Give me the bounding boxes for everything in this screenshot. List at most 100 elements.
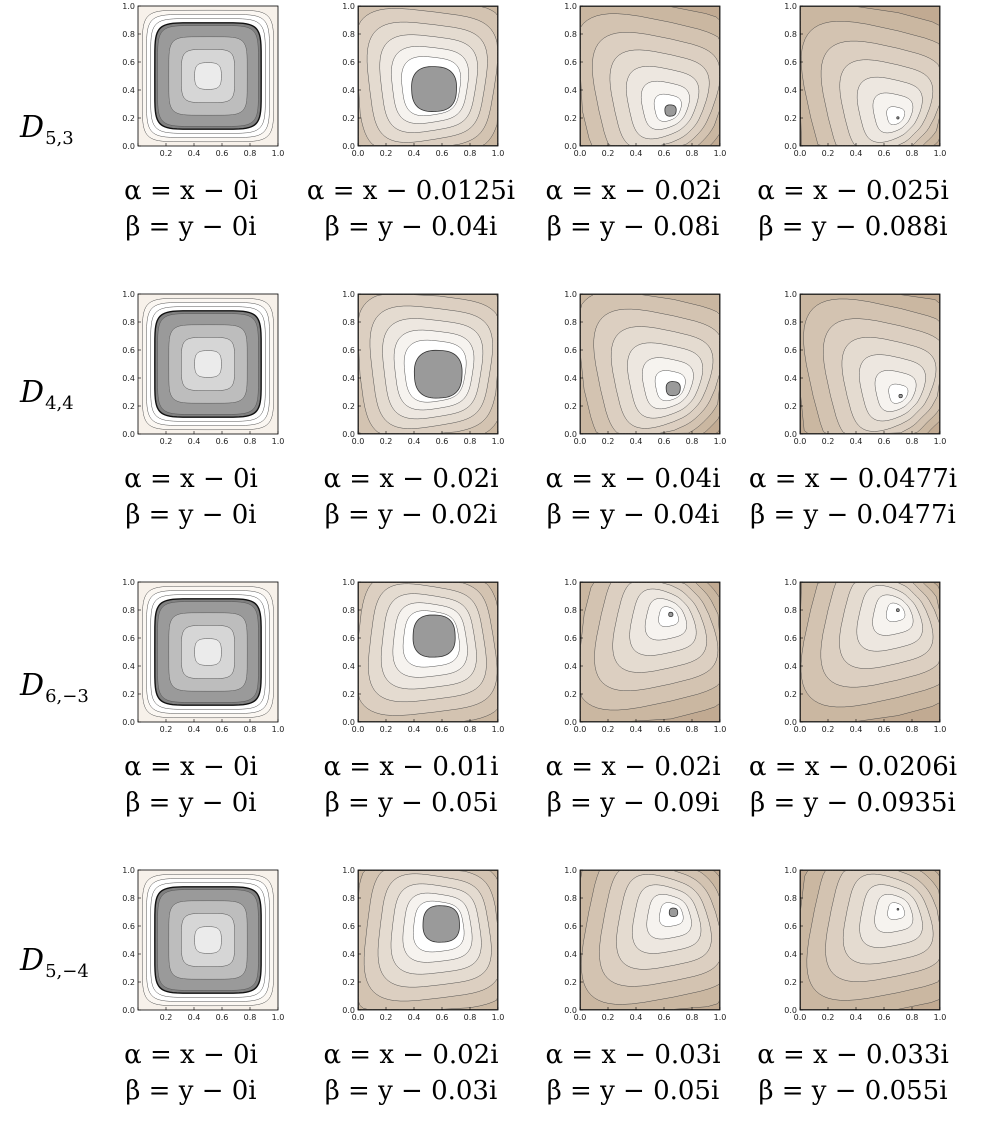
y-tick-label: 0.0 bbox=[564, 1006, 577, 1015]
y-tick-label: 0.4 bbox=[564, 374, 577, 383]
x-tick-label: 0.8 bbox=[464, 149, 477, 158]
row-label-base: D bbox=[20, 375, 44, 410]
contour-plot: 0.0 0.0 0.2 0.2 0.4 0.4 0.6 0.6 0.8 0.8 1.0 1.0 bbox=[330, 576, 510, 736]
contour-level bbox=[195, 351, 222, 378]
x-tick-label: 1.0 bbox=[714, 437, 727, 446]
y-tick-label: 0.2 bbox=[342, 114, 355, 123]
contour-panel: 0.0 0.0 0.2 0.2 0.4 0.4 0.6 0.6 0.8 0.8 1.0 1.0 α = … bbox=[552, 864, 774, 1144]
x-tick-label: 1.0 bbox=[934, 149, 947, 158]
y-tick-label: 0.2 bbox=[122, 114, 135, 123]
x-tick-label: 0.4 bbox=[188, 1013, 201, 1022]
contour-core bbox=[412, 67, 457, 112]
x-tick-label: 0.8 bbox=[906, 437, 919, 446]
contour-panel: 0.0 0.0 0.2 0.2 0.4 0.4 0.6 0.6 0.8 0.8 1.0 1.0 α = … bbox=[330, 288, 552, 568]
contour-panel: 0.0 0.2 0.2 0.4 0.4 0.6 0.6 0.8 0.8 1.0 1.0 α = x −… bbox=[110, 864, 332, 1144]
x-tick-label: 0.6 bbox=[658, 1013, 671, 1022]
y-tick-label: 0.8 bbox=[342, 30, 355, 39]
contour-plot-svg: 0.00.0 0.2 0.2 0.4 0.4 0.6 0.6 0.8 0.8 1.0 1.0 bbox=[772, 288, 952, 450]
x-tick-label: 0.8 bbox=[244, 149, 257, 158]
x-tick-label: 0.8 bbox=[686, 725, 699, 734]
contour-core bbox=[669, 612, 673, 616]
y-tick-label: 0.8 bbox=[122, 318, 135, 327]
x-tick-label: 0.8 bbox=[686, 149, 699, 158]
x-tick-label: 0.4 bbox=[408, 437, 421, 446]
beta-caption: β = y − 0.03i bbox=[300, 1076, 522, 1106]
y-tick-label: 1.0 bbox=[122, 2, 135, 11]
y-tick-label: 0.0 bbox=[342, 718, 355, 727]
y-tick-label: 0.2 bbox=[342, 978, 355, 987]
beta-caption: β = y − 0.04i bbox=[300, 212, 522, 242]
alpha-caption: α = x − 0.025i bbox=[742, 176, 964, 206]
contour-panel: 0.0 0.0 0.2 0.2 0.4 0.4 0.6 0.6 0.8 0.8 1.0 1.0 α = … bbox=[330, 864, 552, 1144]
contour-plot-svg: 0.00.0 0.2 0.2 0.4 0.4 0.6 0.6 0.8 0.8 1.0 1.0 bbox=[772, 864, 952, 1026]
y-tick-label: 1.0 bbox=[564, 290, 577, 299]
y-tick-label: 0.4 bbox=[342, 950, 355, 959]
alpha-caption: α = x − 0.033i bbox=[742, 1040, 964, 1070]
y-tick-label: 0.2 bbox=[122, 978, 135, 987]
row-label-base: D bbox=[20, 668, 44, 703]
x-tick-label: 0.2 bbox=[822, 725, 835, 734]
x-tick-label: 0.2 bbox=[380, 725, 393, 734]
y-tick-label: 0.8 bbox=[342, 894, 355, 903]
row-label: D5,−4 bbox=[20, 943, 110, 982]
y-tick-label: 0.2 bbox=[784, 402, 797, 411]
row-label-subscript: 5,3 bbox=[45, 128, 74, 149]
x-tick-label: 1.0 bbox=[492, 725, 505, 734]
y-tick-label: 0.4 bbox=[342, 86, 355, 95]
y-tick-label: 1.0 bbox=[342, 290, 355, 299]
y-tick-label: 1.0 bbox=[342, 866, 355, 875]
x-tick-label: 1.0 bbox=[934, 1013, 947, 1022]
alpha-caption: α = x − 0.01i bbox=[300, 752, 522, 782]
y-tick-label: 0.0 bbox=[784, 142, 797, 151]
contour-plot-svg: 0.0 0.2 0.2 0.4 0.4 0.6 0.6 0.8 0.8 1.0 1.0 bbox=[110, 0, 290, 162]
x-tick-label: 0.4 bbox=[188, 437, 201, 446]
contour-panel: 0.0 0.2 0.2 0.4 0.4 0.6 0.6 0.8 0.8 1.0 1.0 α = x −… bbox=[110, 576, 332, 856]
y-tick-label: 0.4 bbox=[564, 86, 577, 95]
y-tick-label: 1.0 bbox=[784, 866, 797, 875]
x-tick-label: 0.8 bbox=[464, 725, 477, 734]
alpha-caption: α = x − 0i bbox=[80, 1040, 302, 1070]
x-tick-label: 0.6 bbox=[216, 437, 229, 446]
beta-caption: β = y − 0.02i bbox=[300, 500, 522, 530]
x-tick-label: 0.2 bbox=[822, 149, 835, 158]
x-tick-label: 0.6 bbox=[436, 149, 449, 158]
beta-caption: β = y − 0.088i bbox=[742, 212, 964, 242]
contour-plot-svg: 0.0 0.2 0.2 0.4 0.4 0.6 0.6 0.8 0.8 1.0 1.0 bbox=[110, 864, 290, 1026]
row-label-base: D bbox=[20, 110, 44, 145]
contour-core bbox=[414, 350, 462, 398]
contour-plot: 0.0 0.0 0.2 0.2 0.4 0.4 0.6 0.6 0.8 0.8 1.0 1.0 bbox=[772, 288, 952, 448]
x-tick-label: 0.4 bbox=[630, 725, 643, 734]
row-label-subscript: 5,−4 bbox=[45, 961, 89, 982]
x-tick-label: 1.0 bbox=[272, 437, 285, 446]
x-tick-label: 0.8 bbox=[464, 1013, 477, 1022]
contour-panel: 0.0 0.0 0.2 0.2 0.4 0.4 0.6 0.6 0.8 0.8 1.0 1.0 α = … bbox=[772, 576, 982, 856]
contour-core bbox=[423, 906, 460, 943]
y-tick-label: 0.6 bbox=[342, 922, 355, 931]
x-tick-label: 0.2 bbox=[602, 1013, 615, 1022]
x-tick-label: 0.6 bbox=[436, 437, 449, 446]
beta-caption: β = y − 0.09i bbox=[522, 788, 744, 818]
y-tick-label: 0.0 bbox=[564, 718, 577, 727]
figure-row: D6,−3 0.0 0.2 0.2 0.4 0.4 0.6 0.6 0.8 0.8 1.0 1.0 α … bbox=[0, 576, 982, 856]
y-tick-label: 0.6 bbox=[564, 634, 577, 643]
contour-panel: 0.0 0.0 0.2 0.2 0.4 0.4 0.6 0.6 0.8 0.8 1.0 1.0 α = … bbox=[552, 288, 774, 568]
x-tick-label: 0.4 bbox=[188, 725, 201, 734]
x-tick-label: 0.2 bbox=[160, 149, 173, 158]
y-tick-label: 0.8 bbox=[784, 30, 797, 39]
row-label-subscript: 4,4 bbox=[45, 393, 74, 414]
alpha-caption: α = x − 0i bbox=[80, 752, 302, 782]
y-tick-label: 0.8 bbox=[564, 318, 577, 327]
x-tick-label: 0.6 bbox=[216, 1013, 229, 1022]
y-tick-label: 0.6 bbox=[784, 922, 797, 931]
x-tick-label: 1.0 bbox=[934, 725, 947, 734]
beta-caption: β = y − 0i bbox=[80, 788, 302, 818]
y-tick-label: 0.4 bbox=[342, 374, 355, 383]
x-tick-label: 0.4 bbox=[408, 149, 421, 158]
y-tick-label: 1.0 bbox=[564, 578, 577, 587]
alpha-caption: α = x − 0.02i bbox=[300, 1040, 522, 1070]
x-tick-label: 0.2 bbox=[380, 437, 393, 446]
y-tick-label: 0.0 bbox=[342, 142, 355, 151]
x-tick-label: 1.0 bbox=[934, 437, 947, 446]
contour-plot: 0.0 0.0 0.2 0.2 0.4 0.4 0.6 0.6 0.8 0.8 1.0 1.0 bbox=[772, 864, 952, 1024]
contour-panel: 0.0 0.2 0.2 0.4 0.4 0.6 0.6 0.8 0.8 1.0 1.0 α = x −… bbox=[110, 288, 332, 568]
